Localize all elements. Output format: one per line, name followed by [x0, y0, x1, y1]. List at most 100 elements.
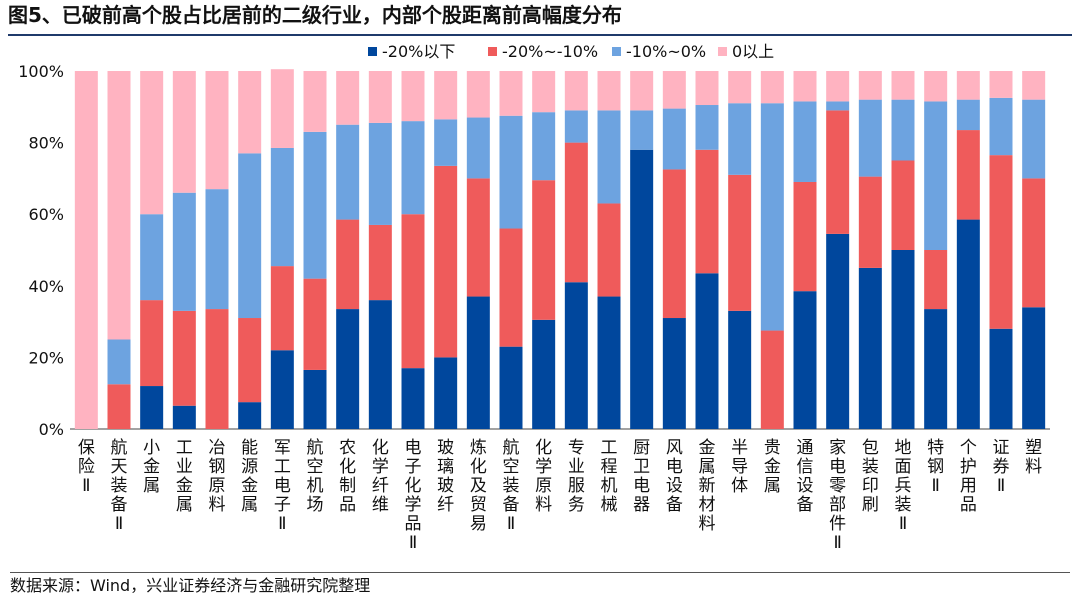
y-tick-label: 100%: [18, 62, 64, 81]
bar-segment: [107, 71, 131, 340]
bar-stack: [107, 71, 131, 429]
x-tick-label: 专业服务: [568, 438, 585, 515]
bar-segment: [401, 368, 425, 429]
bar-segment: [238, 71, 262, 154]
bar-segment: [270, 350, 294, 429]
bar-segment: [793, 291, 817, 429]
bar-segment: [760, 330, 784, 429]
bar-segment: [662, 318, 686, 429]
bar-segment: [989, 328, 1013, 429]
legend-swatch: [718, 47, 727, 56]
bar-segment: [924, 71, 948, 102]
bar-segment: [1022, 71, 1046, 100]
bar-segment: [564, 71, 588, 111]
bar-segment: [597, 203, 621, 297]
bar-stack: [140, 71, 164, 429]
bar-segment: [336, 71, 360, 125]
bar-segment: [662, 169, 686, 319]
bar-segment: [368, 71, 392, 123]
bar-segment: [107, 384, 131, 429]
bar-segment: [368, 122, 392, 225]
x-tick-label: 特钢 Ⅱ: [927, 438, 944, 496]
x-tick-label: 小金属: [143, 438, 160, 496]
bar-stack: [74, 71, 98, 429]
bar-segment: [858, 99, 882, 177]
bar-segment: [238, 318, 262, 403]
bar-segment: [205, 309, 229, 429]
bar-segment: [532, 112, 556, 181]
bar-segment: [499, 115, 523, 229]
bar-segment: [760, 103, 784, 331]
bar-segment: [303, 278, 327, 370]
bar-stack: [466, 71, 490, 429]
bar-stack: [728, 71, 752, 429]
bar-segment: [1022, 178, 1046, 308]
bar-stack: [368, 71, 392, 429]
y-tick-label: 20%: [28, 348, 64, 367]
legend-label: 0以上: [732, 42, 774, 61]
bar-segment: [532, 319, 556, 429]
bar-segment: [336, 124, 360, 220]
bar-segment: [205, 189, 229, 310]
bar-segment: [662, 108, 686, 170]
bar-segment: [401, 214, 425, 369]
bar-stack: [891, 71, 915, 429]
bar-segment: [956, 130, 980, 220]
bar-segment: [597, 71, 621, 111]
bar-stack: [270, 69, 294, 429]
y-tick-label: 0%: [39, 420, 64, 439]
bar-segment: [303, 369, 327, 429]
bar-segment: [238, 153, 262, 319]
bar-segment: [401, 121, 425, 215]
bar-segment: [728, 71, 752, 104]
bar-segment: [172, 71, 196, 193]
bar-segment: [793, 181, 817, 292]
legend-swatch: [368, 47, 377, 56]
bar-segment: [368, 300, 392, 429]
bar-segment: [434, 71, 458, 120]
bar-segment: [630, 71, 654, 111]
bar-stack: [924, 71, 948, 429]
bar-stack: [793, 71, 817, 429]
chart-title: 图5、已破前高个股占比居前的二级行业，内部个股距离前高幅度分布: [8, 0, 1072, 36]
bar-segment: [303, 71, 327, 132]
bar-stack: [205, 71, 229, 429]
bar-segment: [434, 357, 458, 429]
bar-stack: [172, 71, 196, 429]
bar-segment: [140, 386, 164, 429]
bar-segment: [303, 131, 327, 279]
x-tick-label: 通信设备: [797, 438, 814, 515]
bar-segment: [532, 180, 556, 320]
bar-segment: [924, 101, 948, 251]
x-tick-label: 航天装备 Ⅱ: [111, 438, 128, 534]
x-tick-label: 能源金属: [241, 438, 258, 515]
bar-stack: [662, 71, 686, 429]
bar-segment: [989, 155, 1013, 329]
legend-swatch: [488, 47, 497, 56]
bar-segment: [336, 219, 360, 310]
bar-segment: [662, 71, 686, 109]
bar-segment: [466, 71, 490, 118]
bar-segment: [858, 176, 882, 268]
bar-segment: [597, 296, 621, 429]
bar-segment: [989, 71, 1013, 98]
bar-segment: [858, 267, 882, 429]
x-tick-label: 家电零部件 Ⅱ: [829, 438, 846, 553]
x-tick-label: 地面兵装 Ⅱ: [895, 438, 912, 534]
x-tick-label: 冶钢原料: [209, 438, 226, 515]
bar-segment: [532, 71, 556, 113]
bar-segment: [172, 405, 196, 429]
bar-stack: [630, 71, 654, 429]
bar-segment: [760, 71, 784, 104]
x-tick-label: 化学原料: [535, 438, 552, 515]
stacked-bar-chart: -20%以下 -20%~-10% -10%~0% 0以上 0% 20% 40% 60% 80%…: [18, 42, 1050, 553]
bar-segment: [564, 110, 588, 143]
bar-segment: [107, 339, 131, 385]
bar-segment: [924, 309, 948, 429]
bar-stack: [826, 71, 850, 429]
x-tick-label: 玻璃玻纤: [437, 438, 454, 515]
bar-segment: [499, 346, 523, 429]
x-tick-label: 保险 Ⅱ: [78, 438, 95, 496]
bar-segment: [1022, 307, 1046, 429]
bar-segment: [205, 71, 229, 190]
